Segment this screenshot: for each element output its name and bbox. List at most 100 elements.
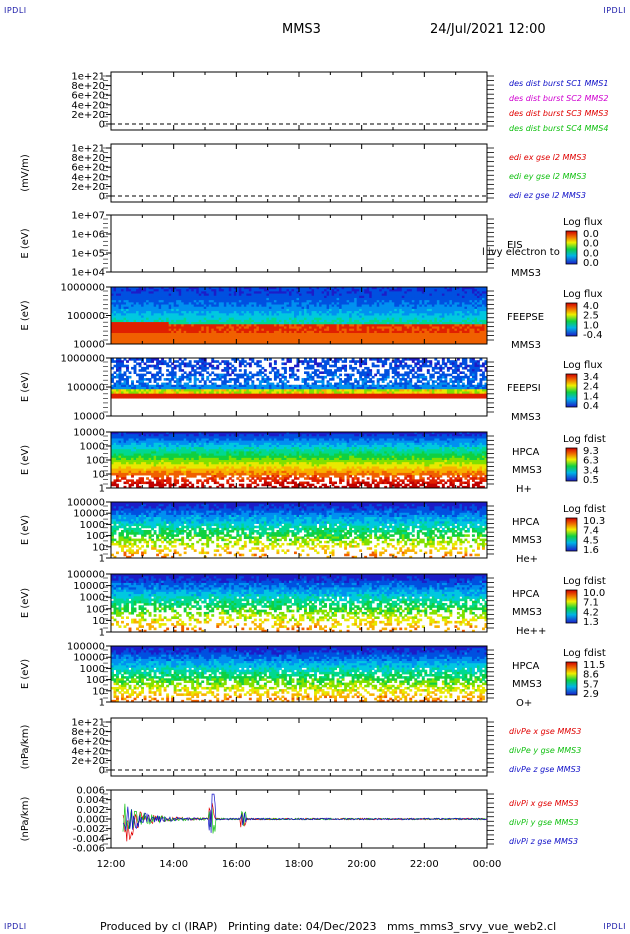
species-label: He++ (516, 626, 546, 637)
colorbar-tick-label: 0.4 (583, 401, 599, 412)
legend-entry: des dist burst SC2 MMS2 (509, 94, 608, 103)
y-tick-label: 0 (99, 766, 105, 777)
divpi-series-x (122, 802, 488, 842)
y-tick-label: 1 (99, 554, 105, 565)
y-axis-label: E (eV) (20, 228, 31, 258)
colorbar-tick-label: 1.3 (583, 617, 599, 628)
legend-entry: divPe z gse MMS3 (509, 765, 581, 774)
y-tick-label: 4e+20 (71, 100, 105, 111)
colorbar-tick-label: 7.4 (583, 526, 599, 537)
colorbar (565, 447, 578, 482)
colorbar-title: Log fdist (563, 434, 606, 445)
colorbar (565, 230, 578, 265)
spacecraft-label: MMS3 (512, 465, 542, 476)
y-axis-label: E (eV) (20, 515, 31, 545)
plot-datetime: 24/Jul/2021 12:00 (430, 22, 546, 37)
colorbar-tick-label: 0.5 (583, 475, 599, 486)
colorbar-tick-label: 0.0 (583, 248, 599, 259)
colorbar-tick-label: 7.1 (583, 598, 599, 609)
y-tick-label: 1e+21 (71, 718, 105, 729)
panel-frame (110, 717, 488, 777)
legend-entry: des dist burst SC1 MMS1 (509, 79, 608, 88)
instrument-label: HPCA (512, 661, 540, 672)
y-tick-label: -0.004 (73, 834, 105, 845)
y-axis-label: E (eV) (20, 372, 31, 402)
y-tick-label: 8e+20 (71, 727, 105, 738)
y-tick-label: 0.000 (76, 815, 105, 826)
panel-frame (110, 71, 488, 131)
y-tick-label: 1 (99, 698, 105, 709)
y-tick-label: 1000 (80, 593, 105, 604)
species-label: H+ (516, 484, 532, 495)
y-tick-label: 10000 (73, 412, 105, 423)
y-tick-label: 10000 (73, 340, 105, 351)
spacecraft-label: MMS3 (512, 679, 542, 690)
legend-entry: divPi z gse MMS3 (509, 837, 578, 846)
colorbar-tick-label: 0.0 (583, 229, 599, 240)
corner-tag-bottom-left: IPDLI (4, 922, 27, 931)
x-tick-label: 14:00 (159, 859, 188, 870)
colorbar-title: Log fdist (563, 648, 606, 659)
spacecraft-label: MMS3 (512, 607, 542, 618)
y-tick-label: 1e+06 (71, 230, 105, 241)
colorbar-tick-label: 3.4 (583, 372, 599, 383)
legend-entry: des dist burst SC3 MMS3 (509, 109, 608, 118)
panel-eis: 1e+07 1e+06 1e+05 1e+04 E (eV) EIS MMS3 l ivy e… (20, 211, 603, 280)
colorbar-tick-label: 10.0 (583, 588, 605, 599)
y-tick-label: 0.002 (76, 805, 105, 816)
y-tick-label: -0.006 (73, 844, 105, 855)
y-tick-label: 1000 (80, 442, 105, 453)
y-tick-label: 10 (92, 686, 105, 697)
y-tick-label: 1e+05 (71, 249, 105, 260)
corner-tag-bottom-right: IPDLI (603, 922, 626, 931)
y-tick-label: 100 (86, 675, 105, 686)
y-tick-label: 0 (99, 120, 105, 131)
colorbar-tick-label: 0.0 (583, 258, 599, 269)
colorbar-tick-label: 1.6 (583, 545, 599, 556)
y-axis-label: E (eV) (20, 659, 31, 689)
colorbar-tick-label: 2.5 (583, 311, 599, 322)
y-tick-label: 1 (99, 628, 105, 639)
x-tick-label: 00:00 (473, 859, 502, 870)
x-tick-label: 20:00 (347, 859, 376, 870)
legend-entry: edi ex gse l2 MMS3 (509, 153, 587, 162)
colorbar-tick-label: 0.0 (583, 239, 599, 250)
y-tick-label: 10000 (73, 653, 105, 664)
y-axis-label: (mV/m) (20, 154, 31, 192)
legend-entry: edi ey gse l2 MMS3 (509, 172, 587, 181)
instrument-label: HPCA (512, 589, 540, 600)
y-tick-label: 100 (86, 604, 105, 615)
panel-frame (110, 143, 488, 203)
colorbar-title: Log flux (563, 217, 603, 228)
colorbar-title: Log flux (563, 289, 603, 300)
colorbar-tick-label: 4.2 (583, 607, 599, 618)
y-tick-label: 1e+07 (71, 211, 105, 222)
colorbar-tick-label: 2.4 (583, 382, 599, 393)
y-tick-label: 100000 (67, 642, 105, 653)
x-tick-label: 22:00 (410, 859, 439, 870)
y-tick-label: 1000 (80, 520, 105, 531)
spacecraft-label: MMS3 (511, 268, 541, 279)
colorbar-tick-label: 9.3 (583, 446, 599, 457)
x-tick-label: 16:00 (222, 859, 251, 870)
y-tick-label: 4e+20 (71, 746, 105, 757)
y-tick-label: 0.006 (76, 786, 105, 797)
y-tick-label: 10 (92, 470, 105, 481)
y-axis-label: E (eV) (20, 588, 31, 618)
legend-entry: divPi x gse MMS3 (509, 799, 579, 808)
y-tick-label: 10000 (73, 428, 105, 439)
colorbar-tick-label: 11.5 (583, 660, 605, 671)
y-tick-label: 100 (86, 531, 105, 542)
instrument-label: EIS (507, 240, 523, 251)
panel-hpca_h: 10000 1000 100 10 1 E (eV) HPCA MMS3 H+ Log fdist… (20, 428, 606, 496)
y-tick-label: 10000 (73, 581, 105, 592)
y-tick-label: 8e+20 (71, 153, 105, 164)
y-tick-label: 100000 (67, 498, 105, 509)
divpi-series-z (122, 793, 488, 833)
y-axis-label: (nPa/km) (20, 725, 31, 770)
x-tick-label: 12:00 (97, 859, 126, 870)
